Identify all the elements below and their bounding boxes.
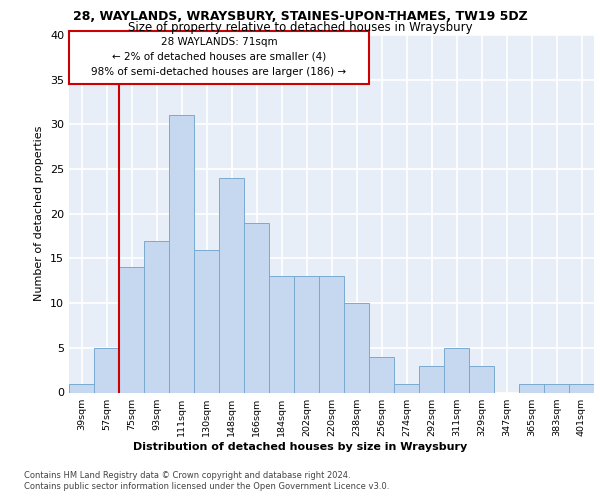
Y-axis label: Number of detached properties: Number of detached properties [34,126,44,302]
Text: ← 2% of detached houses are smaller (4): ← 2% of detached houses are smaller (4) [112,52,326,62]
Text: 98% of semi-detached houses are larger (186) →: 98% of semi-detached houses are larger (… [91,67,347,77]
Bar [544,384,569,392]
Bar [169,116,194,392]
Bar [194,250,219,392]
Bar [244,222,269,392]
Bar [144,240,169,392]
Bar [319,276,344,392]
Text: Contains public sector information licensed under the Open Government Licence v3: Contains public sector information licen… [24,482,389,491]
Bar [369,357,394,392]
Bar [394,384,419,392]
Text: Size of property relative to detached houses in Wraysbury: Size of property relative to detached ho… [128,21,472,34]
Bar [469,366,494,392]
Bar [294,276,319,392]
Bar [119,268,144,392]
Text: Distribution of detached houses by size in Wraysbury: Distribution of detached houses by size … [133,442,467,452]
Bar [419,366,444,392]
Bar [94,348,119,393]
Bar [219,178,244,392]
FancyBboxPatch shape [69,30,369,84]
Bar [444,348,469,393]
Bar [519,384,544,392]
Text: Contains HM Land Registry data © Crown copyright and database right 2024.: Contains HM Land Registry data © Crown c… [24,471,350,480]
Bar [344,303,369,392]
Text: 28 WAYLANDS: 71sqm: 28 WAYLANDS: 71sqm [161,37,277,47]
Bar [69,384,94,392]
Bar [269,276,294,392]
Bar [569,384,594,392]
Text: 28, WAYLANDS, WRAYSBURY, STAINES-UPON-THAMES, TW19 5DZ: 28, WAYLANDS, WRAYSBURY, STAINES-UPON-TH… [73,10,527,23]
